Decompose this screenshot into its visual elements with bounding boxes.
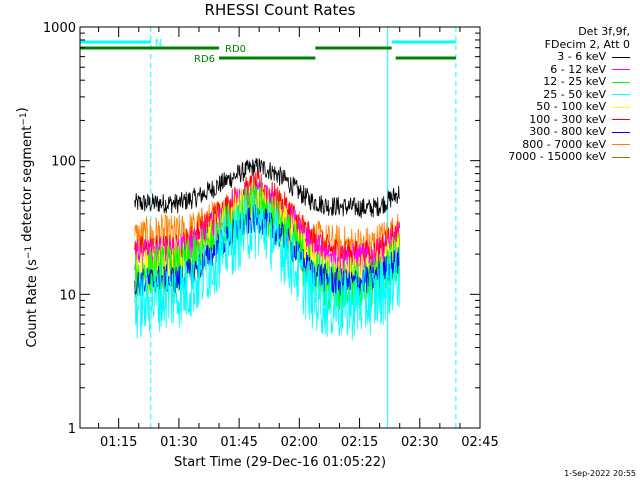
legend-swatch — [612, 94, 630, 96]
legend-item-label: 100 - 300 keV — [529, 112, 606, 126]
x-tick-label: 02:30 — [401, 435, 438, 450]
legend-header-decimation: FDecim 2, Att 0 — [544, 37, 630, 51]
legend-item-label: 25 - 50 keV — [543, 87, 606, 101]
legend-swatch — [612, 69, 630, 71]
legend-item: 25 - 50 keV — [508, 87, 630, 102]
legend-item: 800 - 7000 keV — [508, 137, 630, 152]
legend-swatch — [612, 56, 630, 58]
plot-frame — [79, 26, 481, 429]
y-tick-label: 10 — [59, 288, 76, 303]
legend-item: 3 - 6 keV — [508, 50, 630, 64]
x-tick-label: 02:00 — [281, 435, 318, 450]
timestamp-footer: 1-Sep-2022 20:55 — [564, 469, 636, 478]
x-axis-ticks: 01:15 01:30 01:45 02:00 02:15 02:30 02:45 — [98, 27, 499, 450]
x-axis-label: Start Time (29-Dec-16 01:05:22) — [173, 455, 387, 470]
attenuator-markers: N RD0 RD6 — [80, 38, 456, 65]
marker-label-n: N — [155, 38, 162, 49]
legend-header-detectors: Det 3f,9f, — [578, 25, 630, 38]
series-lines — [134, 157, 401, 341]
legend-item-label: 300 - 800 keV — [529, 125, 606, 138]
legend-item-label: 7000 - 15000 keV — [508, 150, 606, 163]
legend: Det 3f,9f, FDecim 2, Att 0 3 - 6 keV 6 - … — [508, 25, 630, 164]
x-tick-label: 02:15 — [341, 435, 378, 450]
y-axis-ticks: 1 10 100 1000 — [43, 21, 480, 437]
legend-item: 50 - 100 keV — [508, 100, 630, 114]
chart-title: RHESSI Count Rates — [204, 1, 356, 19]
marker-label-rd0: RD0 — [225, 44, 246, 55]
legend-swatch — [612, 119, 630, 121]
legend-item-label: 800 - 7000 keV — [522, 137, 606, 151]
x-tick-label: 01:15 — [100, 435, 137, 450]
marker-label-rd6: RD6 — [194, 54, 215, 65]
y-axis-label: Count Rate (s−1 detector segment−1) — [15, 107, 40, 347]
legend-item: 7000 - 15000 keV — [508, 150, 630, 164]
y-tick-label: 1 — [68, 422, 76, 437]
x-tick-label: 01:30 — [160, 435, 197, 450]
legend-item: 12 - 25 keV — [508, 75, 630, 89]
legend-swatch — [612, 81, 630, 83]
legend-item: 300 - 800 keV — [508, 125, 630, 139]
series-line — [134, 193, 401, 341]
legend-item: 6 - 12 keV — [508, 62, 630, 77]
legend-item-label: 3 - 6 keV — [557, 50, 606, 63]
legend-item-label: 50 - 100 keV — [536, 100, 606, 113]
y-tick-label: 1000 — [43, 21, 76, 36]
series-line — [134, 157, 400, 218]
y-tick-label: 100 — [51, 155, 76, 170]
legend-swatch — [612, 156, 630, 158]
legend-item-label: 12 - 25 keV — [543, 75, 606, 88]
legend-item-label: 6 - 12 keV — [550, 62, 606, 76]
x-tick-label: 01:45 — [220, 435, 257, 450]
legend-swatch — [612, 106, 630, 108]
legend-item: 100 - 300 keV — [508, 112, 630, 127]
legend-swatch — [612, 144, 630, 146]
legend-swatch — [612, 131, 630, 133]
x-tick-label: 02:45 — [461, 435, 498, 450]
